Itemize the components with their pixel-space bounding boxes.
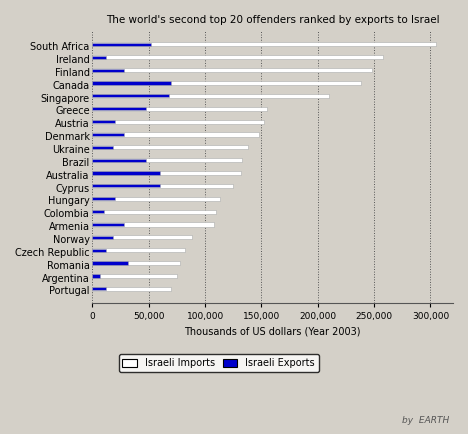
Bar [92,261,128,265]
Bar [92,81,361,85]
Bar [92,261,180,265]
Bar [92,94,169,98]
Bar [92,184,233,188]
Bar [92,210,216,214]
Legend: Israeli Imports, Israeli Exports: Israeli Imports, Israeli Exports [118,355,319,372]
Bar [92,132,259,137]
Bar [92,146,113,149]
Title: The world's second top 20 offenders ranked by exports to Israel: The world's second top 20 offenders rank… [106,15,439,25]
X-axis label: Thousands of US dollars (Year 2003): Thousands of US dollars (Year 2003) [184,327,361,337]
Bar [92,94,329,98]
Bar [92,107,146,110]
Bar [92,197,115,201]
Bar [92,43,436,46]
Bar [92,287,106,290]
Bar [92,222,214,227]
Bar [92,82,171,85]
Bar [92,145,248,149]
Bar [92,68,372,72]
Bar [92,56,106,59]
Bar [92,43,151,46]
Bar [92,107,267,111]
Bar [92,69,124,72]
Text: by  EARTH: by EARTH [402,416,449,425]
Bar [92,171,241,175]
Bar [92,249,106,252]
Bar [92,274,177,278]
Bar [92,197,220,201]
Bar [92,120,115,123]
Bar [92,119,263,124]
Bar [92,248,185,252]
Bar [92,184,160,187]
Bar [92,274,100,277]
Bar [92,133,124,136]
Bar [92,210,104,213]
Bar [92,236,113,239]
Bar [92,171,160,174]
Bar [92,158,146,162]
Bar [92,235,191,240]
Bar [92,223,124,226]
Bar [92,55,383,59]
Bar [92,158,242,162]
Bar [92,287,171,291]
